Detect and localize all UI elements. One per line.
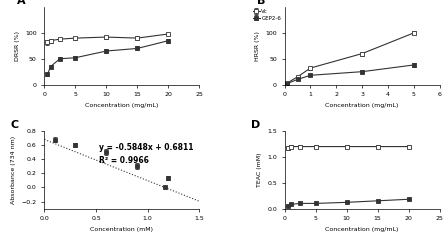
Text: B: B <box>257 0 265 5</box>
Legend: Vc, GEP2-6: Vc, GEP2-6 <box>253 8 282 21</box>
Y-axis label: TEAC (mM): TEAC (mM) <box>257 153 262 187</box>
Y-axis label: Absorbance (734 nm): Absorbance (734 nm) <box>11 136 16 204</box>
X-axis label: Concentration (mM): Concentration (mM) <box>91 227 153 232</box>
X-axis label: Concentration (mg/mL): Concentration (mg/mL) <box>325 103 399 108</box>
Text: D: D <box>250 119 260 130</box>
Y-axis label: DRSR (%): DRSR (%) <box>15 31 20 61</box>
Text: R² = 0.9966: R² = 0.9966 <box>99 156 148 165</box>
Y-axis label: HRSR (%): HRSR (%) <box>255 31 260 61</box>
Text: A: A <box>16 0 25 5</box>
Text: C: C <box>10 119 19 130</box>
X-axis label: Concentration (mg/mL): Concentration (mg/mL) <box>85 103 159 108</box>
Text: y = -0.5848x + 0.6811: y = -0.5848x + 0.6811 <box>99 143 193 152</box>
X-axis label: Concentration (mg/mL): Concentration (mg/mL) <box>325 227 399 232</box>
